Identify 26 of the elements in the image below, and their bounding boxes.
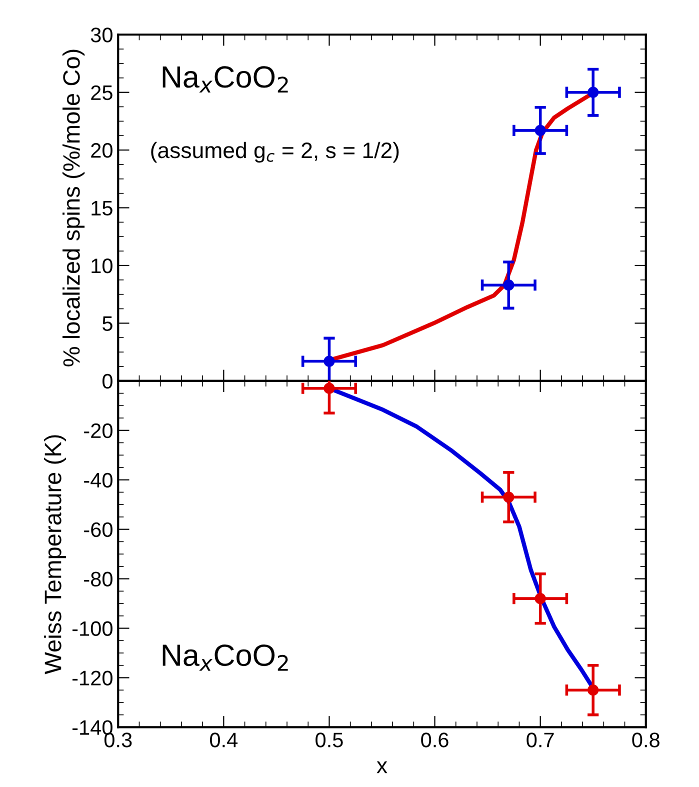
y-tick-label: 25: [91, 85, 112, 100]
annotation: (assumed g$_{c}$ = 2, s = 1/2): [151, 142, 399, 163]
x-tick-label: 0.6: [421, 732, 448, 748]
x-tick-label: 0.8: [632, 732, 660, 748]
y-tick-label: -120: [72, 670, 112, 686]
y-axis-title: % localized spins (%/mole Co): [62, 50, 85, 366]
x-tick-label: 0.3: [104, 732, 132, 748]
x-axis-title: x: [376, 761, 388, 774]
y-tick-label: -20: [84, 423, 112, 438]
x-tick-label: 0.7: [526, 732, 554, 748]
y-tick-label: -100: [72, 621, 112, 636]
y-tick-label: -80: [84, 572, 112, 587]
y-tick-label: 30: [90, 28, 112, 42]
y-tick-label: 10: [92, 258, 112, 274]
y-tick-label: 20: [91, 143, 112, 158]
x-tick-label: 0.4: [210, 732, 238, 748]
y-tick-label: 0: [102, 374, 112, 389]
y-tick-label: -40: [84, 472, 112, 488]
annotation: Na$_{x}$CoO$_{2}$: [162, 66, 288, 93]
y-tick-label: 15: [92, 200, 112, 216]
y-tick-label: 5: [102, 316, 112, 331]
y-axis-title: Weiss Temperature (K): [44, 435, 66, 674]
y-tick-label: -60: [84, 522, 112, 538]
annotation: Na$_{x}$CoO$_{2}$: [162, 644, 288, 671]
x-tick-label: 0.5: [316, 732, 343, 748]
y-tick-label: -140: [72, 720, 112, 735]
